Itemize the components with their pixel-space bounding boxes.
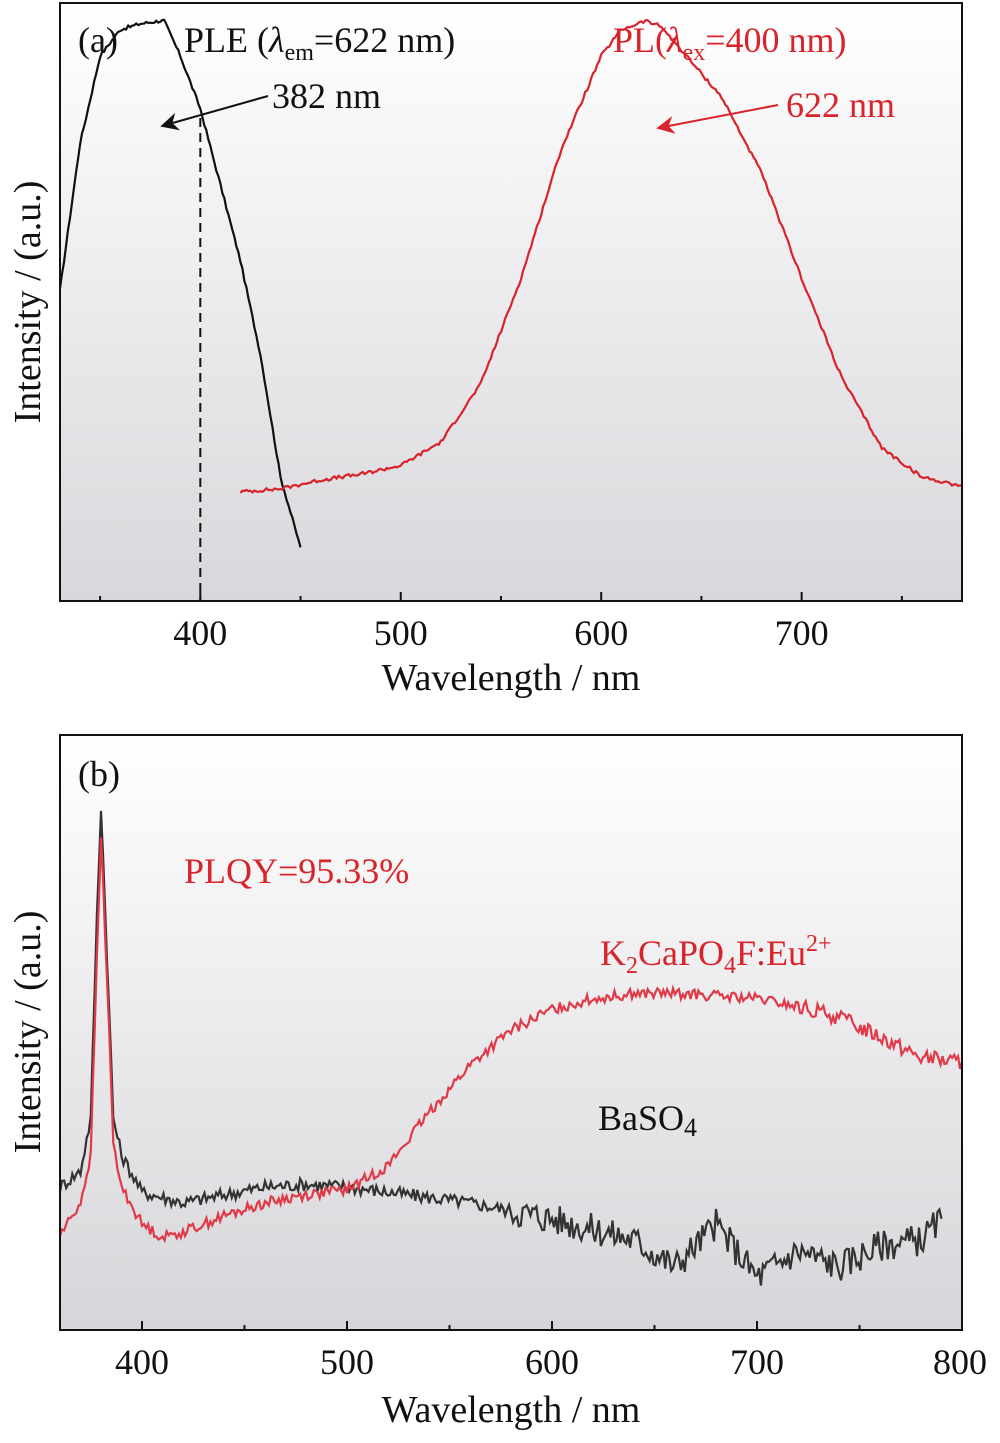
x-tick-label: 400 [115,1342,169,1382]
panel-a: 400 500 600 700 (a) PLE (λem=622 nm) PL(λex… [7,2,963,699]
x-axis-a: 400 500 600 700 [99,592,903,653]
plqy-label: PLQY=95.33% [184,851,409,891]
x-tick-label: 700 [775,613,829,653]
ple-label: PLE (λem=622 nm) [184,20,455,66]
pl-peak-arrow [656,104,779,134]
baso4-label: BaSO4 [598,1098,697,1142]
pl-curve [239,18,963,494]
panel-label-a: (a) [78,20,118,60]
x-axis-title-a: Wavelength / nm [382,657,641,699]
x-axis-b: 400 500 600 700 800 [115,1321,987,1382]
x-axis-title-b: Wavelength / nm [382,1389,641,1431]
y-axis-title-a: Intensity / (a.u.) [7,181,49,424]
ple-peak-arrow [160,95,269,131]
pl-label: PL(λex=400 nm) [613,20,847,66]
plot-frame-a [59,2,963,602]
x-tick-label: 600 [574,613,628,653]
x-tick-label: 500 [320,1342,374,1382]
phosphor-label: K2CaPO4F:Eu2+ [600,931,832,979]
panel-label-b: (b) [78,754,120,794]
baso4-curve [58,810,943,1286]
pl-peak-label: 622 nm [786,85,895,125]
x-tick-label: 400 [173,613,227,653]
x-tick-label: 700 [730,1342,784,1382]
phosphor-curve [58,837,964,1244]
panel-b: 400 500 600 700 800 (b) PLQY=95.33% K2CaPO4F… [7,734,987,1431]
ple-curve [58,18,302,548]
x-tick-label: 500 [374,613,428,653]
y-axis-title-b: Intensity / (a.u.) [7,911,49,1154]
x-tick-label: 800 [933,1342,987,1382]
plot-frame-b [59,734,963,1331]
ple-peak-label: 382 nm [272,76,381,116]
x-tick-label: 600 [525,1342,579,1382]
